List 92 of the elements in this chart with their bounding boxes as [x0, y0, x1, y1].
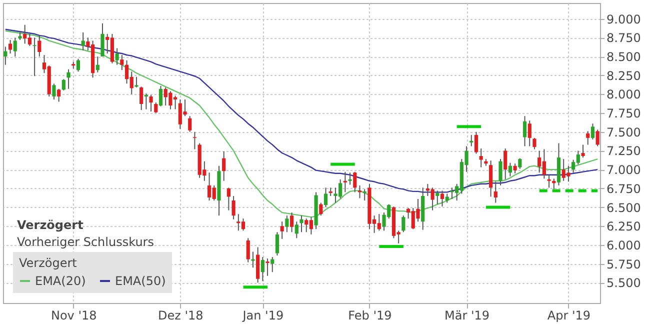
- candlestick: [57, 88, 61, 102]
- x-tick-label: Dez '18: [158, 308, 204, 322]
- candlestick: [270, 256, 274, 273]
- candlestick: [222, 150, 226, 182]
- candlestick: [4, 46, 8, 66]
- candlestick: [294, 221, 298, 239]
- candlestick: [528, 120, 532, 147]
- y-tick-label: 7.250: [606, 144, 641, 158]
- candlestick: [96, 56, 100, 73]
- candlestick: [149, 94, 153, 112]
- y-tick-label: 5.750: [606, 257, 641, 272]
- candlestick: [440, 190, 444, 208]
- candlestick: [76, 58, 80, 72]
- candlestick: [504, 148, 508, 180]
- candlestick: [586, 130, 590, 146]
- candlestick: [285, 215, 289, 233]
- candlestick: [436, 190, 440, 205]
- y-tick-label: 8.000: [606, 88, 641, 102]
- annotation: Vorheriger Schlusskurs: [17, 235, 154, 249]
- candlestick: [188, 116, 192, 132]
- y-tick-label: 8.250: [606, 68, 641, 83]
- y-tick-label: 8.500: [606, 50, 641, 64]
- candlestick: [100, 22, 104, 58]
- x-tick-label: Feb '19: [348, 308, 392, 322]
- y-tick-label: 6.500: [606, 200, 641, 215]
- candlestick: [513, 163, 517, 174]
- candlestick: [445, 193, 449, 204]
- x-tick-label: Mär '19: [444, 308, 490, 322]
- candlestick: [260, 256, 264, 282]
- y-tick-label: 6.250: [606, 220, 641, 234]
- candlestick: [508, 162, 512, 177]
- candlestick: [144, 92, 148, 110]
- candlestick: [532, 137, 536, 150]
- candlestick: [62, 78, 66, 91]
- candlestick: [479, 148, 483, 168]
- candlestick: [319, 202, 323, 216]
- x-tick-label: Jan '19: [242, 308, 284, 322]
- candlestick: [226, 187, 230, 211]
- candlestick: [348, 172, 352, 186]
- candlestick: [8, 39, 12, 54]
- candlestick: [251, 251, 255, 268]
- candlestick: [290, 212, 294, 233]
- candlestick: [66, 68, 70, 90]
- y-tick-label: 7.500: [606, 125, 641, 140]
- candlestick: [547, 174, 551, 188]
- candlestick: [280, 221, 284, 240]
- y-tick-label: 6.750: [606, 182, 641, 196]
- y-tick-label: 7.750: [606, 106, 641, 121]
- candlestick: [81, 32, 85, 51]
- y-tick-label: 7.000: [606, 163, 641, 178]
- candlestick: [498, 158, 502, 186]
- y-tick-label: 5.500: [606, 276, 641, 290]
- candlestick: [134, 76, 138, 88]
- candlestick: [38, 34, 42, 58]
- candlestick: [158, 85, 163, 107]
- candlestick: [32, 37, 36, 77]
- y-tick-label: 9.000: [606, 12, 641, 26]
- annotation: Verzögert: [17, 218, 84, 232]
- candlestick: [266, 258, 270, 276]
- candlestick: [494, 181, 498, 204]
- candlestick: [154, 102, 158, 114]
- x-tick-label: Apr '19: [547, 308, 591, 322]
- candlestick: [474, 131, 478, 154]
- candlestick: [581, 144, 585, 158]
- x-tick-label: Nov '18: [50, 308, 97, 322]
- candlestick: [522, 116, 527, 147]
- legend-label: EMA(20): [35, 274, 86, 288]
- candlestick: [246, 238, 250, 263]
- candlestick: [353, 171, 357, 193]
- y-tick-label: 8.750: [606, 31, 641, 46]
- candlestick: [590, 123, 595, 140]
- candlestick: [358, 184, 362, 199]
- candlestick: [343, 171, 347, 193]
- candlestick: [120, 54, 124, 71]
- candlestick: [402, 215, 406, 233]
- candlestick: [596, 129, 600, 147]
- y-tick-label: 6.000: [606, 238, 641, 252]
- candlestick: [52, 83, 56, 100]
- candlestick: [115, 48, 119, 66]
- candlestick: [518, 158, 522, 170]
- candlestick: [140, 86, 144, 111]
- candlestick: [275, 232, 280, 256]
- legend-label: EMA(50): [115, 274, 166, 288]
- candlestick: [232, 195, 236, 220]
- candlestick: [470, 134, 474, 147]
- candlestick: [488, 160, 493, 198]
- candlestick: [192, 131, 197, 150]
- legend-title: Verzögert: [19, 256, 78, 270]
- candlestick: [13, 37, 17, 58]
- candlestick: [324, 187, 328, 208]
- candlestick: [300, 215, 304, 233]
- candlestick: [362, 188, 366, 201]
